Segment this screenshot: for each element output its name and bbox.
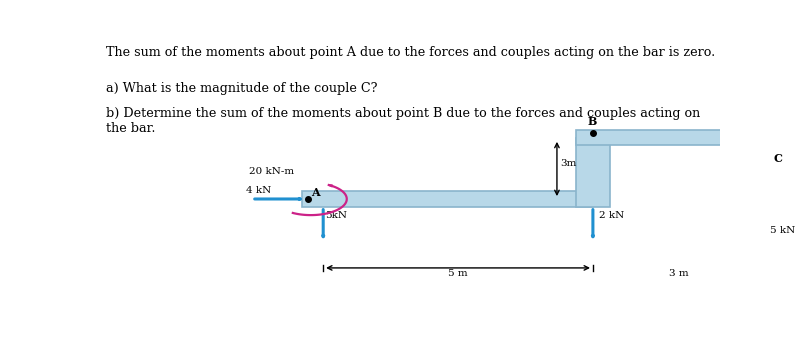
Text: C: C: [774, 153, 782, 164]
Text: 2 kN: 2 kN: [599, 211, 624, 220]
Bar: [575, 138, 610, 207]
Text: b) Determine the sum of the moments about point B due to the forces and couples : b) Determine the sum of the moments abou…: [106, 107, 701, 135]
Bar: [575, 130, 782, 145]
Text: A: A: [310, 187, 319, 198]
Bar: [302, 191, 593, 207]
Text: B: B: [588, 116, 598, 127]
Text: 20 kN-m: 20 kN-m: [249, 167, 294, 176]
Bar: [746, 138, 782, 223]
Text: 3 m: 3 m: [669, 269, 688, 278]
Text: 3m: 3m: [560, 159, 577, 168]
Text: a) What is the magnitude of the couple C?: a) What is the magnitude of the couple C…: [106, 82, 378, 95]
Text: 5kN: 5kN: [325, 211, 347, 220]
Text: 5 m: 5 m: [448, 269, 468, 278]
Text: 5 kN: 5 kN: [770, 226, 795, 235]
Text: 4 kN: 4 kN: [246, 186, 271, 195]
Text: The sum of the moments about point A due to the forces and couples acting on the: The sum of the moments about point A due…: [106, 46, 715, 59]
